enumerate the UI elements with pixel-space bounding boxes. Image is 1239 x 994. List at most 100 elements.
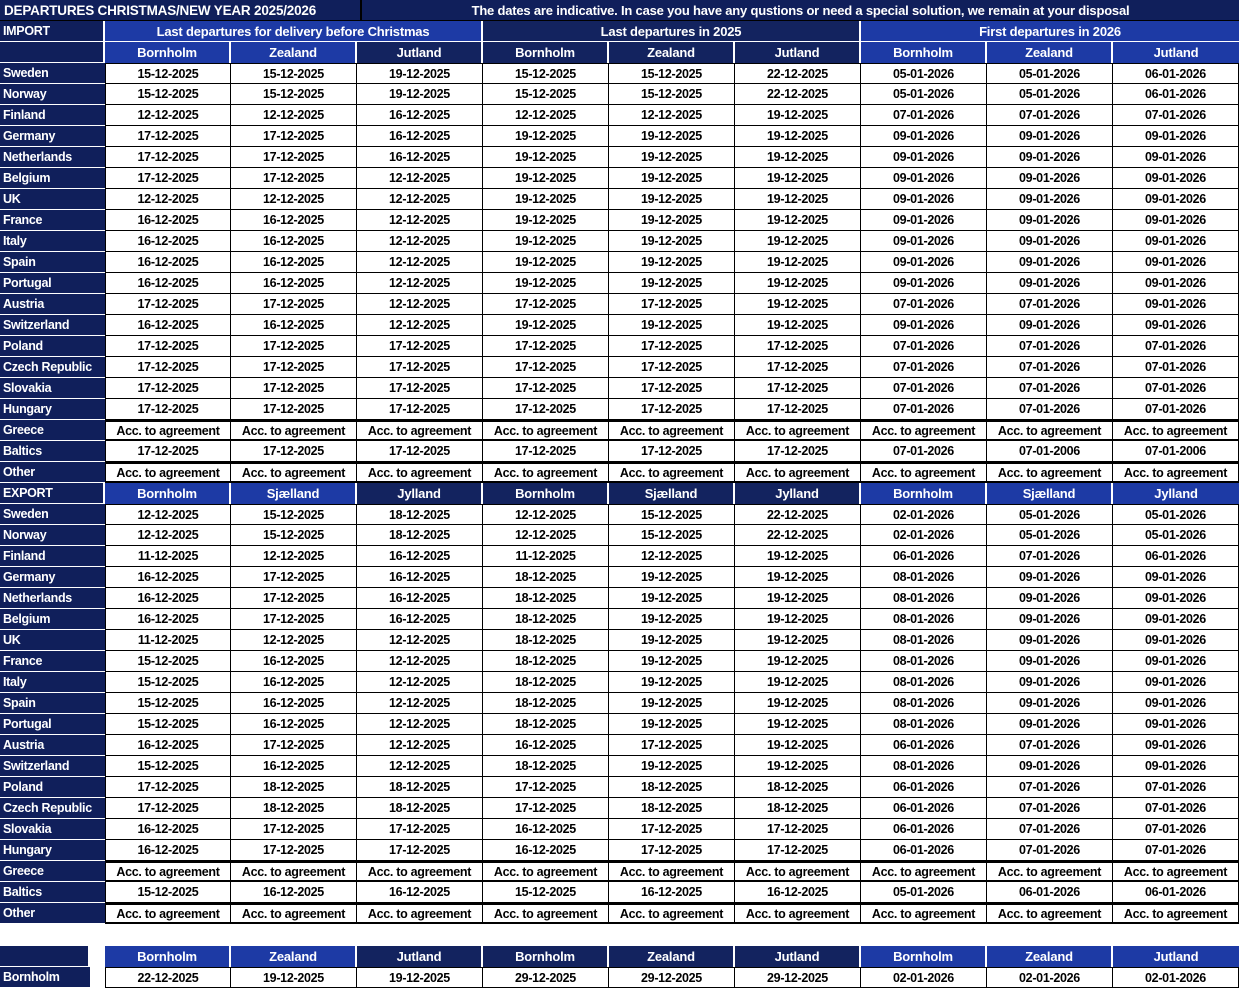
date-cell: 05-01-2026 (987, 525, 1113, 546)
date-cell: 09-01-2026 (1113, 609, 1239, 630)
date-cell: 09-01-2026 (987, 126, 1113, 147)
date-cell: 09-01-2026 (987, 630, 1113, 651)
date-cell: 09-01-2026 (987, 273, 1113, 294)
date-cell: 16-12-2025 (231, 714, 357, 735)
acc-cell: Acc. to agreement (735, 861, 861, 882)
date-cell: 29-12-2025 (735, 967, 861, 988)
date-cell: 17-12-2025 (357, 840, 483, 861)
date-cell: 12-12-2025 (483, 504, 609, 525)
date-cell: 19-12-2025 (735, 147, 861, 168)
row-label: Czech Republic (0, 798, 105, 819)
date-cell: 07-01-2026 (861, 357, 987, 378)
acc-cell: Acc. to agreement (105, 903, 231, 924)
date-cell: 18-12-2025 (357, 504, 483, 525)
row-label: Bornholm (0, 967, 90, 988)
date-cell: 17-12-2025 (231, 168, 357, 189)
date-cell: 07-01-2026 (987, 819, 1113, 840)
export-section-label: EXPORT (0, 483, 105, 504)
row-label: Portugal (0, 714, 105, 735)
date-cell: 19-12-2025 (735, 105, 861, 126)
date-cell: 07-01-2026 (1113, 105, 1239, 126)
date-cell: 17-12-2025 (231, 378, 357, 399)
date-cell: 17-12-2025 (735, 357, 861, 378)
import-section-label: IMPORT (0, 21, 105, 42)
column-header-sjlland: Sjælland (987, 483, 1113, 504)
date-cell: 09-01-2026 (1113, 273, 1239, 294)
date-cell: 16-12-2025 (231, 315, 357, 336)
date-cell: 19-12-2025 (357, 63, 483, 84)
date-cell: 17-12-2025 (735, 399, 861, 420)
acc-cell: Acc. to agreement (1113, 903, 1239, 924)
date-cell: 15-12-2025 (483, 84, 609, 105)
date-cell: 19-12-2025 (735, 756, 861, 777)
date-cell: 09-01-2026 (1113, 735, 1239, 756)
date-cell: 15-12-2025 (105, 84, 231, 105)
disclaimer-text: The dates are indicative. In case you ha… (471, 2, 1130, 18)
date-cell: 18-12-2025 (231, 798, 357, 819)
row-label: Norway (0, 84, 105, 105)
date-cell: 17-12-2025 (105, 294, 231, 315)
acc-cell: Acc. to agreement (483, 903, 609, 924)
row-label: Greece (0, 861, 105, 882)
date-cell: 07-01-2026 (987, 105, 1113, 126)
date-cell: 17-12-2025 (231, 840, 357, 861)
acc-cell: Acc. to agreement (357, 462, 483, 483)
spacer-cell (90, 946, 105, 967)
date-cell: 07-01-2026 (1113, 357, 1239, 378)
acc-cell: Acc. to agreement (735, 903, 861, 924)
acc-cell: Acc. to agreement (987, 861, 1113, 882)
date-cell: 15-12-2025 (105, 693, 231, 714)
acc-cell: Acc. to agreement (861, 861, 987, 882)
date-cell: 19-12-2025 (735, 126, 861, 147)
date-cell: 15-12-2025 (105, 63, 231, 84)
acc-cell: Acc. to agreement (231, 903, 357, 924)
date-cell: 19-12-2025 (483, 168, 609, 189)
date-cell: 09-01-2026 (861, 168, 987, 189)
group-header: Last departures in 2025 (483, 21, 861, 42)
row-label: Belgium (0, 609, 105, 630)
date-cell: 09-01-2026 (987, 588, 1113, 609)
date-cell: 06-01-2026 (861, 777, 987, 798)
date-cell: 19-12-2025 (735, 231, 861, 252)
date-cell: 05-01-2026 (987, 504, 1113, 525)
date-cell: 07-01-2026 (861, 105, 987, 126)
date-cell: 18-12-2025 (735, 798, 861, 819)
date-cell: 09-01-2026 (1113, 189, 1239, 210)
date-cell: 07-01-2026 (1113, 336, 1239, 357)
column-header-bornholm: Bornholm (861, 946, 987, 967)
date-cell: 18-12-2025 (357, 798, 483, 819)
date-cell: 29-12-2025 (609, 967, 735, 988)
date-cell: 17-12-2025 (231, 735, 357, 756)
date-cell: 06-01-2026 (861, 735, 987, 756)
date-cell: 19-12-2025 (735, 252, 861, 273)
date-cell: 16-12-2025 (357, 588, 483, 609)
date-cell: 07-01-2026 (987, 399, 1113, 420)
date-cell: 09-01-2026 (1113, 651, 1239, 672)
date-cell: 17-12-2025 (609, 357, 735, 378)
row-label: Italy (0, 231, 105, 252)
date-cell: 17-12-2025 (483, 378, 609, 399)
acc-cell: Acc. to agreement (357, 420, 483, 441)
row-label: Portugal (0, 273, 105, 294)
acc-cell: Acc. to agreement (861, 903, 987, 924)
date-cell: 07-01-2026 (987, 840, 1113, 861)
date-cell: 07-01-2026 (987, 357, 1113, 378)
date-cell: 16-12-2025 (357, 105, 483, 126)
bornholm-departures-table: Bornholm Zealand Jutland Bornholm Zealand Jut… (0, 946, 1239, 988)
date-cell: 09-01-2026 (987, 714, 1113, 735)
date-cell: 07-01-2026 (861, 441, 987, 462)
row-label: Switzerland (0, 315, 105, 336)
date-cell: 09-01-2026 (861, 231, 987, 252)
acc-cell: Acc. to agreement (357, 861, 483, 882)
date-cell: 17-12-2025 (231, 567, 357, 588)
date-cell: 06-01-2026 (1113, 84, 1239, 105)
date-cell: 07-01-2026 (1113, 378, 1239, 399)
date-cell: 19-12-2025 (735, 546, 861, 567)
column-header-bornholm: Bornholm (483, 946, 609, 967)
row-label: UK (0, 189, 105, 210)
date-cell: 15-12-2025 (105, 882, 231, 903)
date-cell: 16-12-2025 (231, 672, 357, 693)
column-header-zealand: Zealand (609, 42, 735, 63)
date-cell: 17-12-2025 (357, 378, 483, 399)
column-header-jutland: Jutland (1113, 42, 1239, 63)
